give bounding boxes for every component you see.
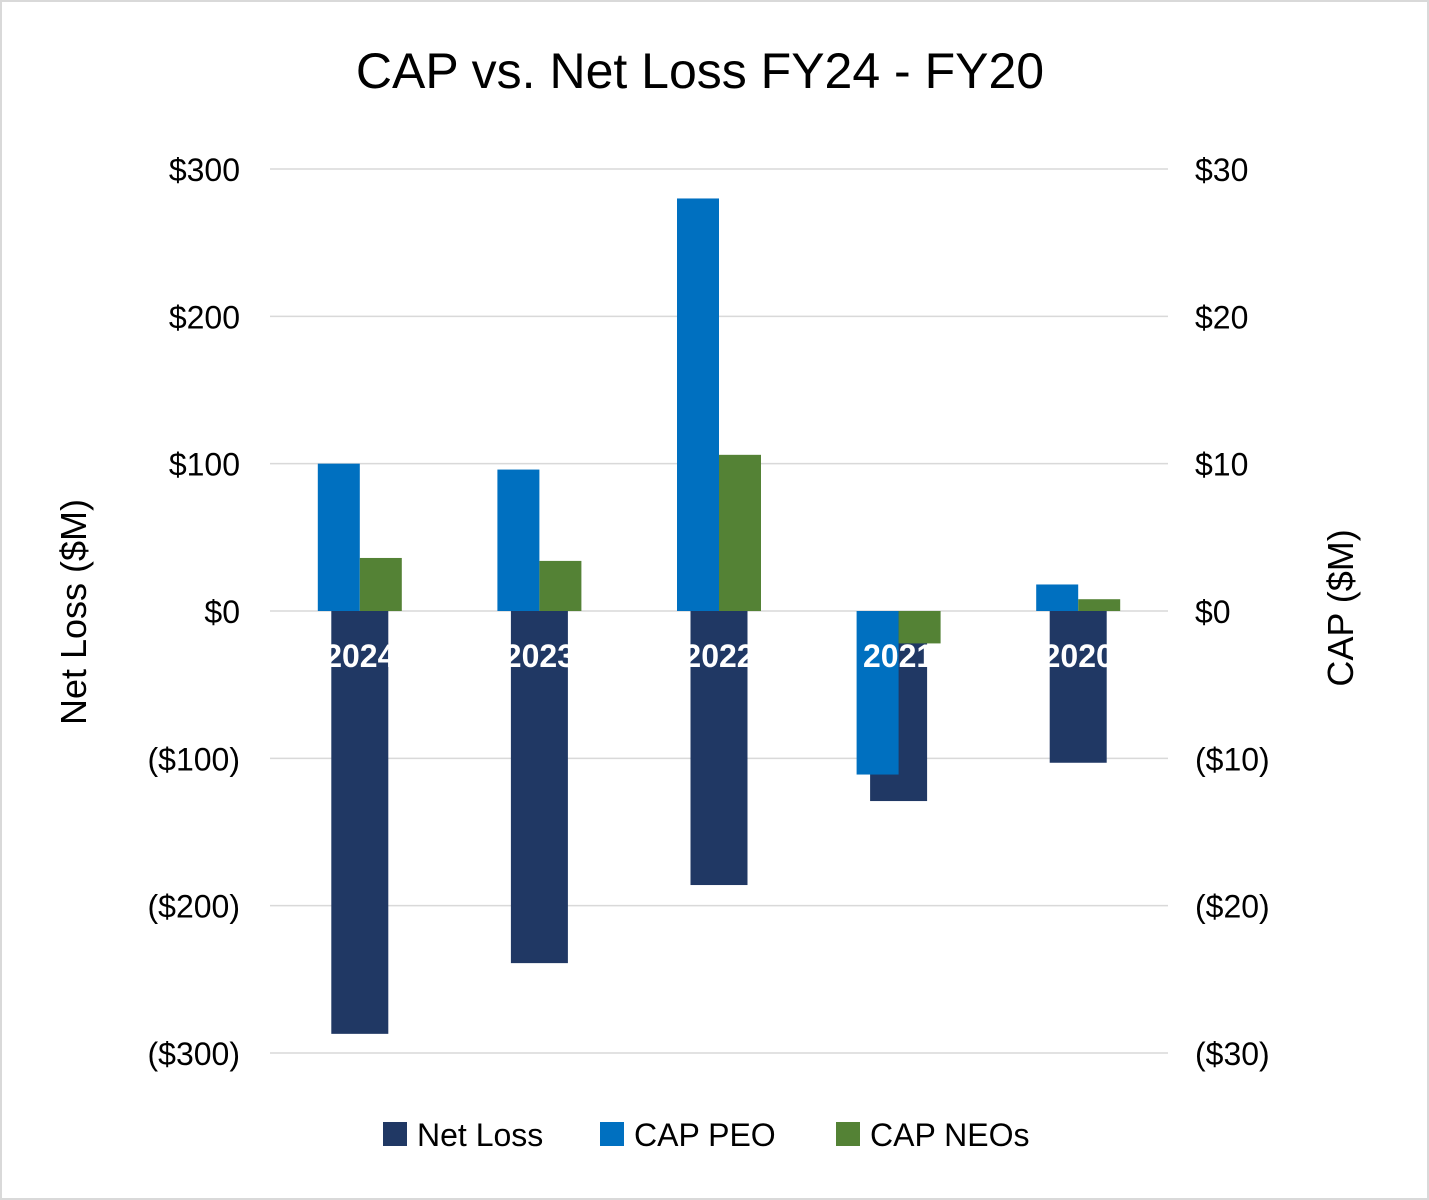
cap-neo-bar — [359, 557, 402, 611]
category-label: 2020 — [1043, 638, 1114, 674]
left-axis-label: Net Loss ($M) — [53, 499, 94, 725]
left-tick-label: ($200) — [148, 889, 241, 925]
left-tick-label: $0 — [204, 594, 240, 630]
category-label: 2021 — [863, 638, 934, 674]
legend-net-loss-swatch — [383, 1122, 407, 1146]
category-label: 2024 — [324, 638, 395, 674]
cap-peo-bar — [497, 469, 540, 611]
right-tick-label: ($20) — [1195, 889, 1270, 925]
legend-cap-neos-label: CAP NEOs — [870, 1117, 1029, 1153]
right-tick-label: $30 — [1195, 152, 1248, 188]
category-labels: 2024 2023 2022 2021 2020 — [324, 638, 1114, 674]
legend-cap-peo-label: CAP PEO — [634, 1117, 776, 1153]
left-tick-label: ($300) — [148, 1036, 241, 1072]
cap-neo-bar — [898, 611, 941, 644]
category-label: 2022 — [683, 638, 754, 674]
right-tick-label: ($30) — [1195, 1036, 1270, 1072]
cap-peo-bar — [677, 198, 719, 611]
right-tick-label: ($10) — [1195, 741, 1270, 777]
right-axis-label: CAP ($M) — [1320, 529, 1361, 686]
net-loss-bars — [331, 611, 1107, 1034]
right-tick-label: $20 — [1195, 299, 1248, 335]
legend-net-loss-label: Net Loss — [417, 1117, 543, 1153]
right-tick-label: $10 — [1195, 447, 1248, 483]
left-tick-label: $100 — [169, 447, 240, 483]
legend-cap-neos-swatch — [836, 1122, 860, 1146]
right-axis: $30 $20 $10 $0 ($10) ($20) ($30) — [1195, 152, 1270, 1072]
chart-title: CAP vs. Net Loss FY24 - FY20 — [356, 43, 1044, 99]
left-tick-label: $300 — [169, 152, 240, 188]
legend-cap-peo-swatch — [600, 1122, 624, 1146]
cap-bars — [317, 198, 1121, 775]
net-loss-bar — [331, 611, 389, 1034]
cap-neo-bar — [1078, 599, 1121, 611]
left-tick-label: ($100) — [148, 741, 241, 777]
left-tick-label: $200 — [169, 299, 240, 335]
cap-neo-bar — [539, 560, 582, 611]
legend: Net Loss CAP PEO CAP NEOs — [383, 1117, 1029, 1153]
cap-neo-bar — [719, 454, 761, 611]
net-loss-bar — [1049, 611, 1107, 763]
cap-peo-bar — [1036, 584, 1079, 611]
cap-peo-bar — [317, 463, 360, 611]
left-axis: $300 $200 $100 $0 ($100) ($200) ($300) — [148, 152, 241, 1072]
cap-peo-bar — [856, 611, 899, 775]
net-loss-bar — [690, 611, 748, 886]
category-label: 2023 — [504, 638, 575, 674]
net-loss-bar — [510, 611, 568, 964]
right-tick-label: $0 — [1195, 594, 1231, 630]
